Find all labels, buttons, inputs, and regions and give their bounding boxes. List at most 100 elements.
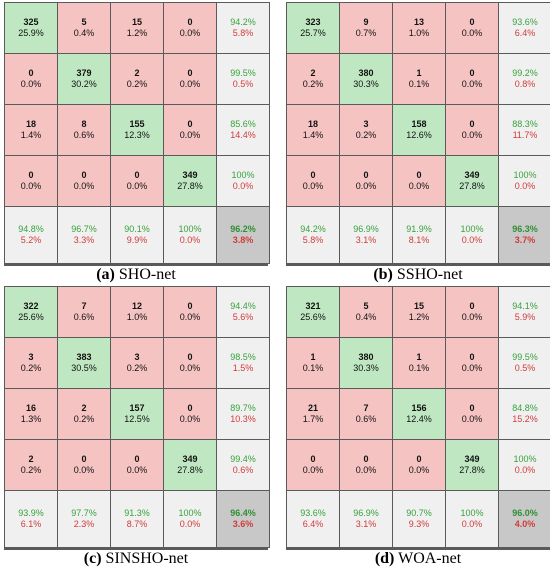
accuracy-percent: 93.6% xyxy=(512,17,538,27)
misclassified-cell: 1 0.1% xyxy=(392,53,446,105)
panel-caption-name: SHO-net xyxy=(118,266,176,283)
misclassified-cell: 0 0.0% xyxy=(163,388,217,440)
cell-count: 3 xyxy=(28,352,34,362)
accuracy-percent: 96.9% xyxy=(353,508,379,518)
accuracy-percent: 96.7% xyxy=(71,224,97,234)
correct-class-cell: 349 27.8% xyxy=(163,155,217,207)
error-percent: 0.0% xyxy=(514,465,536,475)
cell-percent: 0.0% xyxy=(461,28,483,38)
row-summary-cell: 94.2% 5.8% xyxy=(216,2,270,54)
cell-count: 2 xyxy=(310,68,316,78)
accuracy-percent: 91.9% xyxy=(406,224,432,234)
cell-count: 1 xyxy=(310,352,316,362)
cell-count: 380 xyxy=(358,68,374,78)
panel-caption-letter: (c) xyxy=(83,550,102,567)
cell-count: 16 xyxy=(25,403,36,413)
cell-count: 0 xyxy=(416,454,422,464)
row-summary-cell: 100% 0.0% xyxy=(498,439,550,491)
cell-percent: 0.4% xyxy=(73,28,95,38)
cell-percent: 0.1% xyxy=(302,363,324,373)
cell-count: 383 xyxy=(76,352,92,362)
correct-class-cell: 349 27.8% xyxy=(163,439,217,491)
accuracy-percent: 90.1% xyxy=(124,224,150,234)
correct-class-cell: 349 27.8% xyxy=(445,155,499,207)
error-percent: 0.8% xyxy=(514,79,536,89)
confusion-matrix-grid: 322 25.6% 7 0.6% 12 1.0% 0 0.0% 94.4% 5.6% 3 0.2% 38… xyxy=(4,286,270,550)
cell-percent: 0.0% xyxy=(20,181,42,191)
panel-caption-name: SINSHO-net xyxy=(105,550,189,567)
correct-class-cell: 325 25.9% xyxy=(4,2,58,54)
row-summary-cell: 93.6% 6.4% xyxy=(498,2,550,54)
panel-caption-letter: (d) xyxy=(374,550,395,567)
cell-count: 0 xyxy=(134,454,140,464)
misclassified-cell: 0 0.0% xyxy=(286,439,340,491)
cell-count: 7 xyxy=(363,403,369,413)
cell-count: 15 xyxy=(413,301,424,311)
cell-count: 157 xyxy=(129,403,145,413)
row-summary-cell: 99.5% 0.5% xyxy=(216,53,270,105)
correct-class-cell: 157 12.5% xyxy=(110,388,164,440)
error-percent: 5.6% xyxy=(232,312,254,322)
cell-count: 3 xyxy=(134,352,140,362)
cell-count: 349 xyxy=(464,454,480,464)
cell-percent: 25.9% xyxy=(18,28,44,38)
overall-accuracy-cell: 96.4% 3.6% xyxy=(216,490,270,548)
accuracy-percent: 99.5% xyxy=(512,352,538,362)
cell-count: 0 xyxy=(469,352,475,362)
correct-class-cell: 322 25.6% xyxy=(4,286,58,338)
misclassified-cell: 0 0.0% xyxy=(163,2,217,54)
column-summary-cell: 96.7% 3.3% xyxy=(57,206,111,264)
misclassified-cell: 7 0.6% xyxy=(57,286,111,338)
cell-percent: 0.0% xyxy=(179,79,201,89)
error-percent: 1.5% xyxy=(232,363,254,373)
cell-percent: 0.0% xyxy=(302,181,324,191)
misclassified-cell: 0 0.0% xyxy=(4,53,58,105)
misclassified-cell: 0 0.0% xyxy=(163,337,217,389)
cell-count: 0 xyxy=(187,352,193,362)
confusion-matrix-panel: 322 25.6% 7 0.6% 12 1.0% 0 0.0% 94.4% 5.6% 3 0.2% 38… xyxy=(4,286,270,568)
cell-percent: 25.7% xyxy=(300,28,326,38)
column-summary-cell: 100% 0.0% xyxy=(163,490,217,548)
cell-count: 325 xyxy=(23,17,39,27)
cell-count: 5 xyxy=(363,301,369,311)
panel-caption: (c) SINSHO-net xyxy=(4,550,268,568)
cell-percent: 0.0% xyxy=(126,465,148,475)
cell-percent: 0.2% xyxy=(20,363,42,373)
misclassified-cell: 0 0.0% xyxy=(110,439,164,491)
accuracy-percent: 96.0% xyxy=(512,508,538,518)
cell-count: 0 xyxy=(187,403,193,413)
correct-class-cell: 158 12.6% xyxy=(392,104,446,156)
cell-count: 0 xyxy=(187,119,193,129)
misclassified-cell: 2 0.2% xyxy=(57,388,111,440)
cell-percent: 0.0% xyxy=(461,130,483,140)
error-percent: 6.4% xyxy=(514,28,536,38)
cell-percent: 12.3% xyxy=(124,130,150,140)
error-percent: 0.5% xyxy=(232,79,254,89)
error-percent: 9.9% xyxy=(126,235,148,245)
cell-percent: 0.0% xyxy=(73,465,95,475)
cell-percent: 0.2% xyxy=(126,363,148,373)
misclassified-cell: 0 0.0% xyxy=(163,104,217,156)
misclassified-cell: 16 1.3% xyxy=(4,388,58,440)
cell-count: 0 xyxy=(81,454,87,464)
cell-percent: 0.0% xyxy=(461,79,483,89)
error-percent: 2.3% xyxy=(73,519,95,529)
accuracy-percent: 99.2% xyxy=(512,68,538,78)
accuracy-percent: 100% xyxy=(178,508,202,518)
row-summary-cell: 99.5% 0.5% xyxy=(498,337,550,389)
error-percent: 6.1% xyxy=(20,519,42,529)
cell-count: 0 xyxy=(469,17,475,27)
cell-count: 0 xyxy=(28,68,34,78)
error-percent: 3.1% xyxy=(355,519,377,529)
accuracy-percent: 93.6% xyxy=(300,508,326,518)
error-percent: 3.6% xyxy=(232,519,254,529)
column-summary-cell: 97.7% 2.3% xyxy=(57,490,111,548)
row-summary-cell: 94.4% 5.6% xyxy=(216,286,270,338)
cell-percent: 0.0% xyxy=(461,312,483,322)
error-percent: 3.1% xyxy=(355,235,377,245)
accuracy-percent: 88.3% xyxy=(512,119,538,129)
cell-percent: 0.0% xyxy=(461,414,483,424)
row-summary-cell: 99.4% 0.6% xyxy=(216,439,270,491)
cell-percent: 0.1% xyxy=(408,363,430,373)
cell-percent: 0.2% xyxy=(355,130,377,140)
